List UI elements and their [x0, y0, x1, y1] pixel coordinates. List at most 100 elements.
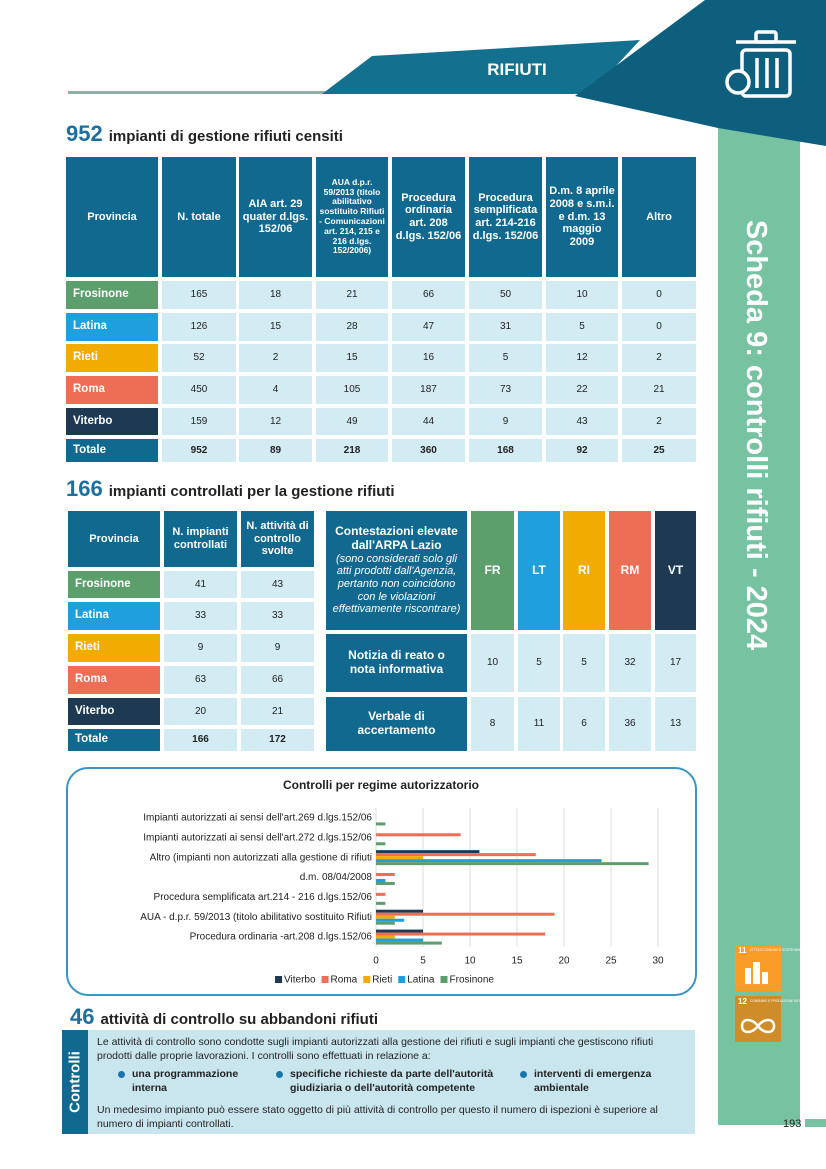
- table-header: N. impianti controllati: [164, 511, 237, 567]
- section-title: 166 impianti controllati per la gestione …: [66, 476, 395, 502]
- table-cell: 89: [239, 439, 312, 462]
- sdg-infinity-icon: [740, 1018, 776, 1034]
- table-cell: 2: [622, 408, 696, 435]
- section-number: 952: [66, 121, 103, 146]
- table-cell: 5: [546, 313, 618, 341]
- x-tick-label: 20: [558, 956, 570, 967]
- table-cell: 8: [471, 697, 514, 751]
- contestazioni-note: (sono considerati solo gli atti prodotti…: [332, 552, 461, 616]
- bar: [376, 901, 386, 905]
- table-cell: 21: [241, 698, 314, 725]
- info-side-label: Controlli: [66, 1051, 84, 1113]
- y-tick-label: Procedura ordinaria -art.208 d.lgs.152/0…: [190, 932, 373, 943]
- table-cell: 5: [469, 344, 542, 372]
- table-cell: 6: [563, 697, 605, 751]
- table-header: AUA d.p.r. 59/2013 (titolo abilitativo s…: [316, 157, 388, 277]
- table-header: Procedura semplificata art. 214-216 d.lg…: [469, 157, 542, 277]
- column-header: RI: [563, 511, 605, 630]
- table-cell: 2: [239, 344, 312, 372]
- table-cell: 25: [622, 439, 696, 462]
- contestazioni-title: Contestazioni elevate dall'ARPA Lazio: [335, 524, 458, 552]
- legend-label: Rieti: [372, 975, 392, 986]
- info-bullet: interventi di emergenza ambientale: [520, 1068, 694, 1095]
- table-cell: 20: [164, 698, 237, 725]
- y-tick-label: Impianti autorizzati ai sensi dell'art.2…: [143, 813, 372, 824]
- section-heading: attività di controllo su abbandoni rifiu…: [100, 1011, 378, 1028]
- row-label: Viterbo: [68, 698, 160, 725]
- table-cell: 50: [469, 281, 542, 309]
- table-cell: 105: [316, 376, 388, 404]
- y-tick-label: Procedura semplificata art.214 - 216 d.l…: [154, 892, 373, 903]
- table-cell: 44: [392, 408, 465, 435]
- row-label: Latina: [68, 602, 160, 630]
- y-tick-label: d.m. 08/04/2008: [300, 872, 373, 883]
- x-tick-label: 5: [420, 956, 426, 967]
- table-header: Provincia: [68, 511, 160, 567]
- table-cell: 952: [162, 439, 236, 462]
- table-header: D.m. 8 aprile 2008 e s.m.i. e d.m. 13 ma…: [546, 157, 618, 277]
- bar: [376, 932, 546, 936]
- table-cell: 218: [316, 439, 388, 462]
- row-label: Rieti: [68, 634, 160, 662]
- legend-swatch: [275, 976, 283, 983]
- table-cell: 43: [546, 408, 618, 435]
- table-cell: 21: [316, 281, 388, 309]
- table-cell: 0: [622, 313, 696, 341]
- sdg-icon: [735, 996, 781, 1042]
- table-cell: 41: [164, 571, 237, 598]
- header-section: RIFIUTI: [487, 60, 547, 79]
- x-tick-label: 25: [605, 956, 617, 967]
- bar: [376, 892, 386, 896]
- table-cell: 18: [239, 281, 312, 309]
- chart: Controlli per regime autorizzatorio 0 5 10…: [140, 778, 664, 986]
- table-cell: 9: [469, 408, 542, 435]
- table-cell: 47: [392, 313, 465, 341]
- table-cell: 17: [655, 634, 696, 692]
- bar: [376, 833, 461, 837]
- bar: [376, 941, 442, 945]
- legend-label: Latina: [407, 975, 435, 986]
- table-cell: 33: [241, 602, 314, 630]
- page-tab: [805, 1119, 826, 1127]
- table-cell: 66: [241, 666, 314, 694]
- bar: [376, 822, 386, 826]
- table-cell: 2: [622, 344, 696, 372]
- table-cell: 168: [469, 439, 542, 462]
- bar: [376, 853, 536, 857]
- table-cell: 28: [316, 313, 388, 341]
- table-cell: 5: [518, 634, 560, 692]
- table-cell: 9: [164, 634, 237, 662]
- chart-frame: [66, 767, 697, 996]
- section-title: 46 attività di controllo su abbandoni rif…: [70, 1004, 378, 1030]
- table-cell: 32: [609, 634, 651, 692]
- section-heading: impianti controllati per la gestione rif…: [108, 483, 395, 500]
- table-cell: 126: [162, 313, 236, 341]
- bar: [376, 873, 395, 876]
- table-cell: 73: [469, 376, 542, 404]
- table-cell: 66: [392, 281, 465, 309]
- table-cell: 9: [241, 634, 314, 662]
- page-number: 193: [783, 1118, 801, 1130]
- table-cell: 49: [316, 408, 388, 435]
- bar: [376, 938, 423, 942]
- table-cell: 12: [239, 408, 312, 435]
- sdg-label: CONSUMO E PRODUZIONE RESPONSABILI: [750, 999, 818, 1003]
- x-tick-label: 30: [652, 956, 664, 967]
- row-label: Notizia di reato o nota informativa: [326, 634, 467, 692]
- bar: [376, 921, 395, 925]
- table-cell: 15: [316, 344, 388, 372]
- table-cell: 360: [392, 439, 465, 462]
- legend: Viterbo Roma Rieti Latina Frosinone: [275, 975, 494, 986]
- table-header: N. totale: [162, 157, 236, 277]
- section-heading: impianti di gestione rifiuti censiti: [108, 128, 343, 145]
- table-cell: 16: [392, 344, 465, 372]
- row-label: Totale: [68, 729, 160, 751]
- table-cell: 172: [241, 729, 314, 751]
- table-cell: 22: [546, 376, 618, 404]
- info-bullet: specifiche richieste da parte dell'autor…: [276, 1068, 515, 1095]
- row-label: Frosinone: [68, 571, 160, 598]
- x-tick-label: 15: [511, 956, 523, 967]
- table-cell: 5: [563, 634, 605, 692]
